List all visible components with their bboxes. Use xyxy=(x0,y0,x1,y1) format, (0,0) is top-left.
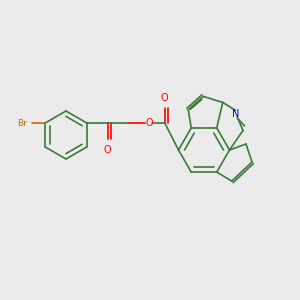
Text: N: N xyxy=(232,109,239,119)
Text: O: O xyxy=(145,118,153,128)
Text: Br: Br xyxy=(17,118,27,127)
Text: O: O xyxy=(161,93,169,103)
Text: O: O xyxy=(104,145,112,155)
